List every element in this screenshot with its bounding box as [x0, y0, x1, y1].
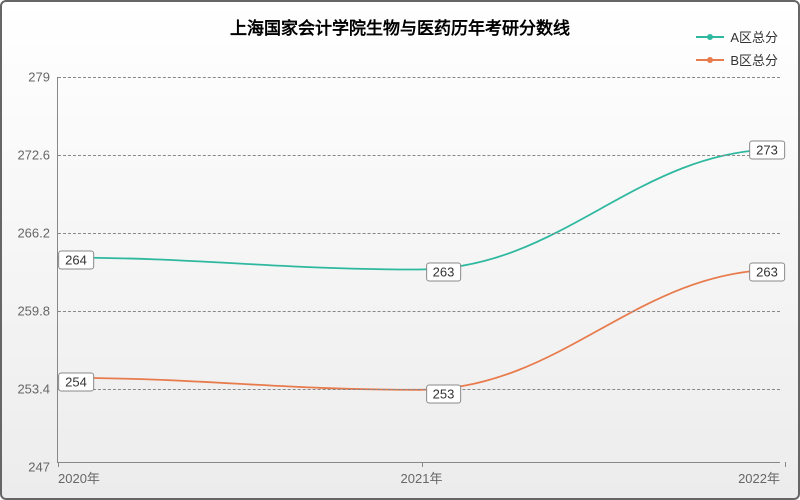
- x-tick: [785, 462, 786, 467]
- plot-area: 247253.4259.8266.2272.62792020年2021年2022…: [57, 77, 780, 463]
- series-line: [58, 149, 780, 269]
- legend-swatch-b: [696, 59, 724, 61]
- x-tick-label: 2022年: [738, 462, 780, 487]
- x-tick-label: 2020年: [58, 462, 100, 487]
- line-layer: [58, 77, 780, 462]
- chart-title: 上海国家会计学院生物与医药历年考研分数线: [230, 14, 570, 39]
- legend-label-b: B区总分: [730, 50, 778, 69]
- y-tick-label: 247: [28, 460, 58, 475]
- data-label: 273: [749, 141, 785, 160]
- data-label: 263: [426, 263, 462, 282]
- gridline: [58, 389, 780, 390]
- y-tick-label: 266.2: [17, 226, 58, 241]
- y-tick-label: 253.4: [17, 382, 58, 397]
- gridline: [58, 155, 780, 156]
- legend-dot-b: [707, 57, 713, 63]
- gridline: [58, 233, 780, 234]
- series-line: [58, 270, 780, 390]
- data-label: 253: [426, 384, 462, 403]
- legend: A区总分 B区总分: [696, 27, 778, 73]
- legend-swatch-a: [696, 36, 724, 38]
- y-tick-label: 272.6: [17, 148, 58, 163]
- data-label: 264: [58, 250, 94, 269]
- data-label: 254: [58, 372, 94, 391]
- data-label: 263: [749, 263, 785, 282]
- chart-container: 上海国家会计学院生物与医药历年考研分数线 A区总分 B区总分 247253.42…: [0, 0, 800, 500]
- legend-item-b: B区总分: [696, 50, 778, 69]
- legend-label-a: A区总分: [730, 27, 778, 46]
- y-tick-label: 279: [28, 70, 58, 85]
- gridline: [58, 77, 780, 78]
- y-tick-label: 259.8: [17, 304, 58, 319]
- x-tick-label: 2021年: [401, 462, 443, 487]
- gridline: [58, 311, 780, 312]
- legend-item-a: A区总分: [696, 27, 778, 46]
- legend-dot-a: [707, 34, 713, 40]
